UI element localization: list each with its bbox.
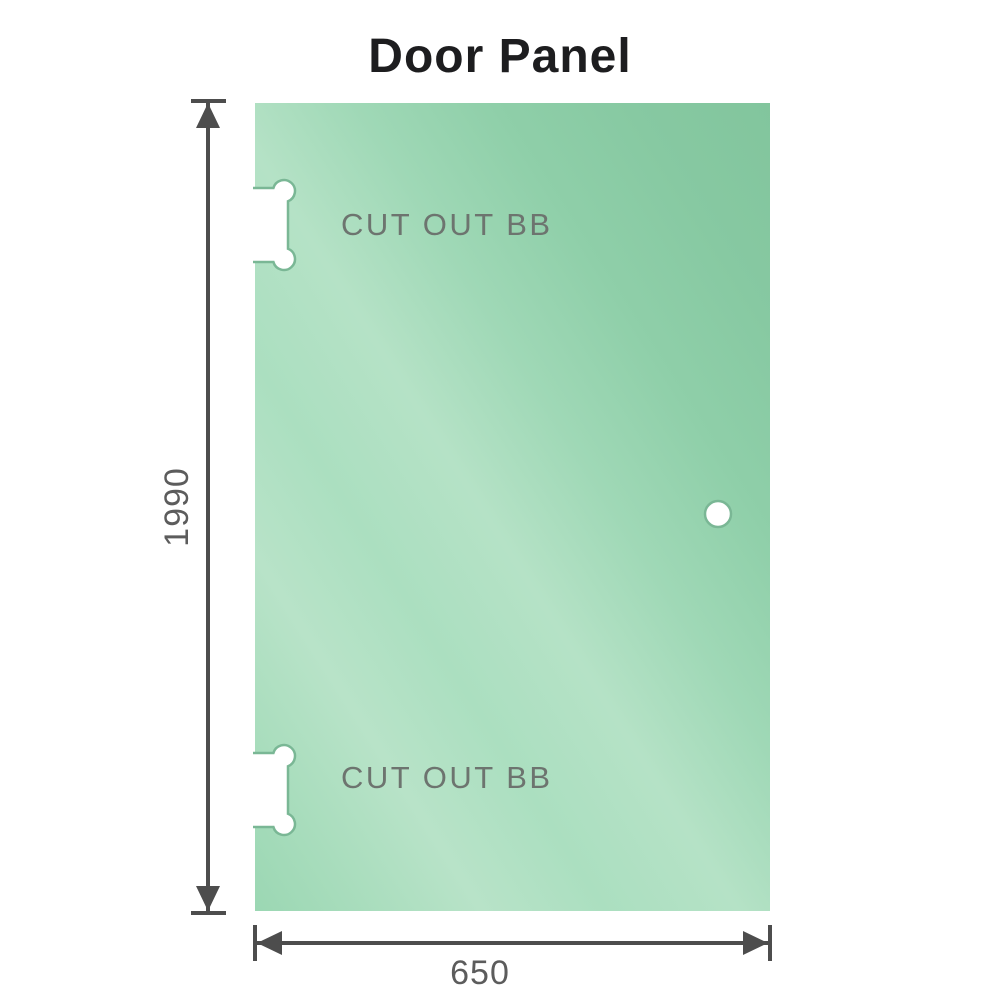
handle-hole bbox=[703, 499, 733, 529]
arrowhead-down-icon bbox=[196, 886, 220, 911]
arrowhead-up-icon bbox=[196, 103, 220, 128]
diagram-title: Door Panel bbox=[368, 30, 632, 83]
glass-panel bbox=[255, 103, 770, 911]
hinge-cutout-top bbox=[253, 178, 297, 272]
arrowhead-left-icon bbox=[257, 931, 282, 955]
hinge-cutout-bottom bbox=[253, 743, 297, 837]
height-dimension-label: 1990 bbox=[158, 467, 196, 547]
cutout-label-top: CUT OUT BB bbox=[341, 207, 553, 242]
height-dimension-arrowheads bbox=[196, 103, 220, 911]
width-dimension-label: 650 bbox=[450, 954, 510, 992]
height-dimension-arrow bbox=[191, 99, 226, 915]
width-dimension-arrow bbox=[253, 925, 772, 961]
arrowhead-right-icon bbox=[743, 931, 768, 955]
cutout-label-bottom: CUT OUT BB bbox=[341, 760, 553, 795]
width-dimension-arrowheads bbox=[257, 931, 768, 955]
